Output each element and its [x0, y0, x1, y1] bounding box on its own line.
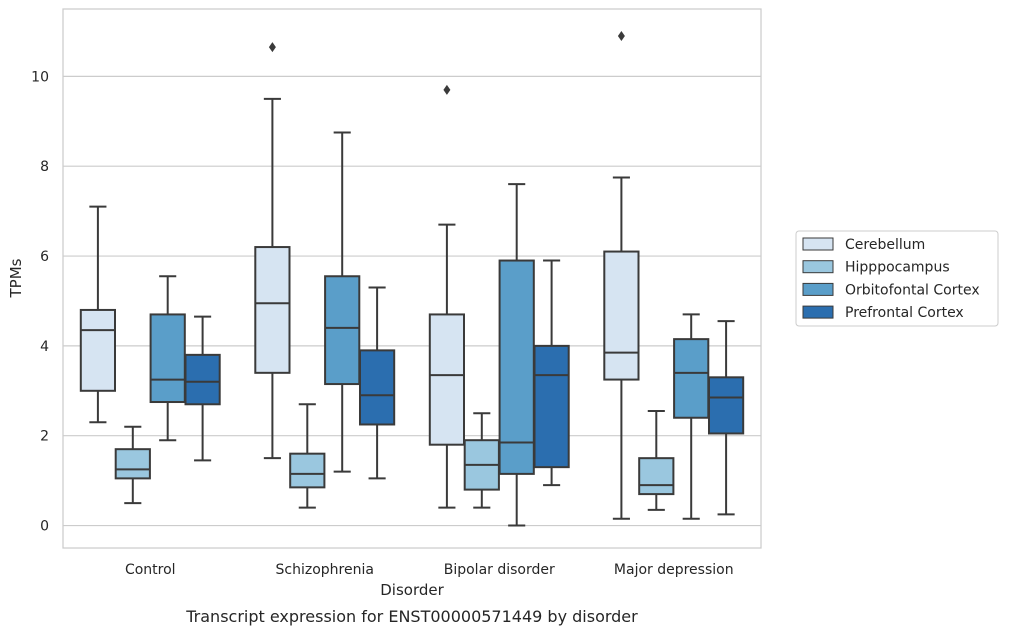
y-tick-label: 0 [40, 519, 49, 535]
box [603, 30, 640, 520]
outlier-point [268, 42, 276, 53]
box [149, 275, 186, 442]
outlier-point [443, 84, 451, 95]
y-tick-label: 2 [40, 429, 49, 445]
box [184, 315, 221, 462]
legend-label: Cerebellum [845, 237, 925, 253]
box-body [254, 246, 291, 374]
box-body [289, 452, 326, 489]
y-axis-label: TPMs [7, 258, 25, 298]
y-tick-label: 8 [40, 159, 49, 175]
box-body [184, 353, 221, 406]
legend-label: Orbitofontal Cortex [845, 282, 980, 298]
box [114, 425, 151, 505]
box [707, 320, 745, 516]
boxes-group [79, 30, 745, 527]
box [254, 42, 291, 460]
box [638, 410, 675, 511]
legend: Cerebellum Hipppocampus Orbitofontal Corte… [795, 230, 999, 327]
legend-swatch [802, 260, 834, 274]
x-tick-label: Control [125, 562, 176, 578]
box-body [358, 349, 396, 426]
y-tick-label: 10 [31, 69, 49, 85]
box-body [498, 259, 535, 475]
box [358, 286, 396, 480]
box [498, 183, 535, 527]
x-tick-label: Bipolar disorder [444, 562, 555, 578]
box [324, 131, 361, 473]
legend-swatch [802, 282, 834, 296]
x-tick-labels: Control Schizophrenia Bipolar disorder Majo… [125, 562, 734, 578]
legend-label: Prefrontal Cortex [845, 305, 964, 321]
box-body [428, 313, 466, 446]
legend-swatch [802, 237, 834, 251]
box-body [533, 344, 570, 469]
x-tick-label: Schizophrenia [276, 562, 374, 578]
x-axis-label: Disorder [380, 581, 444, 599]
box-body [114, 448, 151, 480]
box [533, 259, 570, 487]
box [673, 313, 710, 520]
legend-frame [795, 230, 999, 327]
y-tick-labels: 0 2 4 6 8 10 [31, 69, 49, 534]
x-tick-label: Major depression [614, 562, 734, 578]
chart-caption: Transcript expression for ENST0000057144… [185, 607, 638, 626]
box [79, 205, 117, 424]
y-tick-label: 4 [40, 339, 49, 355]
box-body [324, 275, 361, 386]
box [289, 403, 326, 509]
box [428, 84, 466, 509]
box-body [707, 376, 745, 435]
y-tick-label: 6 [40, 249, 49, 265]
box-body [638, 457, 675, 496]
box-body [673, 338, 710, 419]
box [463, 412, 500, 509]
outlier-point [617, 30, 625, 41]
legend-label: Hipppocampus [845, 260, 950, 276]
box-body [603, 250, 640, 381]
legend-swatch [802, 305, 834, 319]
box-body [79, 308, 117, 392]
box-body [149, 313, 186, 404]
